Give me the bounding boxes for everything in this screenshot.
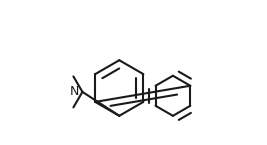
Text: N: N xyxy=(70,85,79,98)
